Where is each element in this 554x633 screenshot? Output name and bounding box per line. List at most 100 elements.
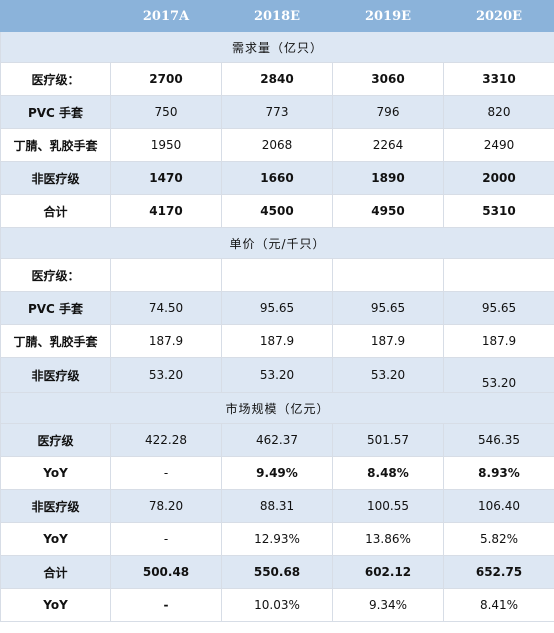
table-cell: 12.93% <box>221 522 333 556</box>
table-cell: 796 <box>332 95 444 129</box>
table-cell: 8.41% <box>443 588 554 622</box>
section-title: 需求量（亿只） <box>0 31 554 63</box>
table-cell <box>221 258 333 292</box>
table-cell: 820 <box>443 95 554 129</box>
table-cell: 106.40 <box>443 489 554 523</box>
table-cell: 9.49% <box>221 456 333 490</box>
row-label: 非医疗级 <box>0 489 111 523</box>
table-cell <box>332 258 444 292</box>
row-label: PVC 手套 <box>0 291 111 325</box>
table-cell: 1950 <box>110 128 222 162</box>
table-row: YoY -12.93% 13.86% 5.82% <box>0 522 554 556</box>
row-label: 医疗级： <box>0 62 111 96</box>
table-row: 合计 500.48 550.68 602.12 652.75 <box>0 555 554 589</box>
table-cell: 462.37 <box>221 423 333 457</box>
table-cell: 88.31 <box>221 489 333 523</box>
row-label: 合计 <box>0 194 111 228</box>
table-cell: 4500 <box>221 194 333 228</box>
table-cell: 10.03% <box>221 588 333 622</box>
header-corner-cell <box>0 0 111 32</box>
table-cell: 602.12 <box>332 555 444 589</box>
table-cell: 773 <box>221 95 333 129</box>
table-cell: 4170 <box>110 194 222 228</box>
table-cell <box>110 258 222 292</box>
table-cell: 1890 <box>332 161 444 195</box>
table-cell: 8.48% <box>332 456 444 490</box>
table-cell: 53.20 <box>110 357 222 393</box>
table-row: 丁腈、乳胶手套 1950 2068 2264 2490 <box>0 128 554 162</box>
row-label: 丁腈、乳胶手套 <box>0 324 111 358</box>
table-cell: 546.35 <box>443 423 554 457</box>
table-body: 需求量（亿只） 医疗级： 2700 2840 3060 3310 PVC 手套 750 773 7… <box>0 31 554 622</box>
table-cell: 95.65 <box>332 291 444 325</box>
table-row: 非医疗级 78.20 88.31 100.55 106.40 <box>0 489 554 523</box>
header-year-2017a: 2017A <box>110 0 222 32</box>
table-cell: 4950 <box>332 194 444 228</box>
header-year-2019e: 2019E <box>332 0 444 32</box>
table-cell: 2264 <box>332 128 444 162</box>
table-cell: 187.9 <box>332 324 444 358</box>
table-cell: 2490 <box>443 128 554 162</box>
section-header-row: 市场规模（亿元） <box>0 392 554 424</box>
row-label: 丁腈、乳胶手套 <box>0 128 111 162</box>
table-cell: 5.82% <box>443 522 554 556</box>
section-header-row: 需求量（亿只） <box>0 31 554 63</box>
table-cell: 1660 <box>221 161 333 195</box>
table-cell: 500.48 <box>110 555 222 589</box>
table-row: 非医疗级 53.20 53.20 53.20 53.20 <box>0 357 554 393</box>
table-cell: 53.20 <box>443 357 554 393</box>
row-label: 非医疗级 <box>0 161 111 195</box>
table-cell: 53.20 <box>332 357 444 393</box>
row-label: PVC 手套 <box>0 95 111 129</box>
table-cell: 2840 <box>221 62 333 96</box>
row-label: YoY <box>0 456 111 490</box>
table-cell: 5310 <box>443 194 554 228</box>
table-cell: 3060 <box>332 62 444 96</box>
table-row: 医疗级： <box>0 258 554 292</box>
row-label: 非医疗级 <box>0 357 111 393</box>
row-label: 医疗级： <box>0 258 111 292</box>
table-row: PVC 手套 74.50 95.65 95.65 95.65 <box>0 291 554 325</box>
table-cell: 652.75 <box>443 555 554 589</box>
table-row: 丁腈、乳胶手套 187.9 187.9 187.9 187.9 <box>0 324 554 358</box>
table-row: YoY -10.03% 9.34% 8.41% <box>0 588 554 622</box>
table-cell: 53.20 <box>221 357 333 393</box>
table-row: YoY -9.49% 8.48% 8.93% <box>0 456 554 490</box>
table-cell: - <box>110 456 222 490</box>
table-cell: 550.68 <box>221 555 333 589</box>
table-cell: 187.9 <box>110 324 222 358</box>
table-row: PVC 手套 750 773 796 820 <box>0 95 554 129</box>
row-label: YoY <box>0 588 111 622</box>
table-cell: 1470 <box>110 161 222 195</box>
table-cell: 187.9 <box>443 324 554 358</box>
table-cell: 187.9 <box>221 324 333 358</box>
table-cell: - <box>110 588 222 622</box>
table-cell: - <box>110 522 222 556</box>
table-row: 合计 4170 4500 4950 5310 <box>0 194 554 228</box>
section-title: 单价（元/千只） <box>0 227 554 259</box>
table-cell: 95.65 <box>221 291 333 325</box>
table-cell: 9.34% <box>332 588 444 622</box>
section-header-row: 单价（元/千只） <box>0 227 554 259</box>
table-cell: 3310 <box>443 62 554 96</box>
table-row: 非医疗级 1470 1660 1890 2000 <box>0 161 554 195</box>
table-cell: 2000 <box>443 161 554 195</box>
table-cell: 2700 <box>110 62 222 96</box>
table-cell: 750 <box>110 95 222 129</box>
table-cell <box>443 258 554 292</box>
table-cell: 74.50 <box>110 291 222 325</box>
table-cell: 501.57 <box>332 423 444 457</box>
table-cell: 78.20 <box>110 489 222 523</box>
table-cell: 8.93% <box>443 456 554 490</box>
table-cell: 100.55 <box>332 489 444 523</box>
table-cell: 422.28 <box>110 423 222 457</box>
row-label: YoY <box>0 522 111 556</box>
row-label: 合计 <box>0 555 111 589</box>
table-cell: 95.65 <box>443 291 554 325</box>
header-year-2020e: 2020E <box>443 0 554 32</box>
row-label: 医疗级 <box>0 423 111 457</box>
header-row: 2017A 2018E 2019E 2020E <box>0 0 554 32</box>
table-cell: 13.86% <box>332 522 444 556</box>
table-cell: 2068 <box>221 128 333 162</box>
